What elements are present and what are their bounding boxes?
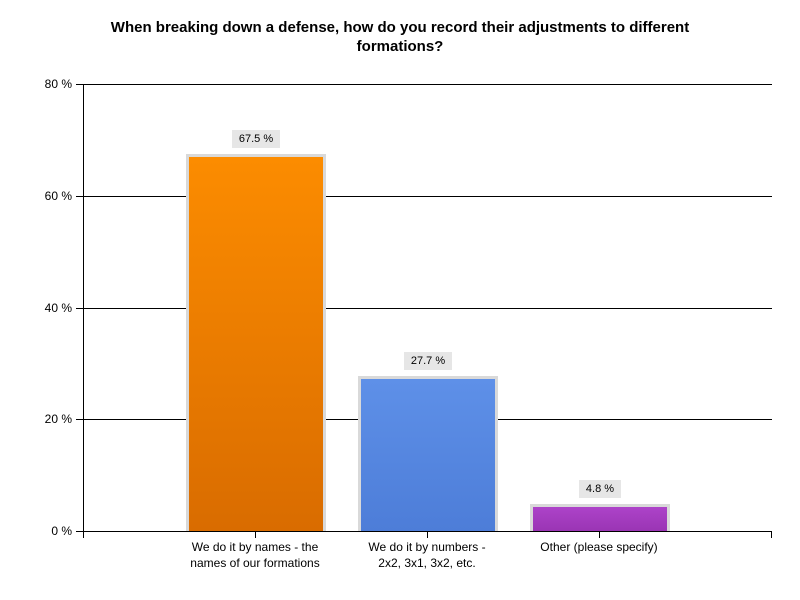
gridline-40	[84, 308, 772, 309]
category-label-line: names of our formations	[190, 556, 320, 570]
x-tick-cat1	[255, 532, 256, 538]
bar-group-other: 4.8 %	[530, 480, 670, 531]
y-axis-label-40: 40 %	[44, 301, 72, 315]
category-label-other: Other (please specify)	[499, 539, 699, 555]
y-tick-80	[76, 84, 83, 85]
category-label-names: We do it by names - the names of our for…	[155, 539, 355, 571]
x-tick-end	[771, 532, 772, 538]
y-tick-20	[76, 419, 83, 420]
y-axis-label-80: 80 %	[44, 77, 72, 91]
plot-area: 67.5 % 27.7 % 4.8 %	[83, 84, 772, 532]
bar-value-label: 67.5 %	[231, 130, 281, 148]
x-tick-origin	[83, 532, 84, 538]
category-label-line: Other (please specify)	[540, 540, 658, 554]
y-tick-0	[76, 531, 83, 532]
y-tick-40	[76, 308, 83, 309]
bar-numbers[interactable]	[358, 376, 498, 531]
x-tick-cat3	[599, 532, 600, 538]
bar-names[interactable]	[186, 154, 326, 531]
x-tick-cat2	[427, 532, 428, 538]
category-label-line: We do it by names - the	[191, 540, 319, 554]
category-label-numbers: We do it by numbers - 2x2, 3x1, 3x2, etc…	[327, 539, 527, 571]
chart-title: When breaking down a defense, how do you…	[110, 19, 690, 55]
gridline-60	[84, 196, 772, 197]
category-label-line: We do it by numbers -	[368, 540, 486, 554]
gridline-80	[84, 84, 772, 85]
y-axis-label-20: 20 %	[44, 412, 72, 426]
y-tick-60	[76, 196, 83, 197]
bar-group-numbers: 27.7 %	[358, 352, 498, 531]
category-label-line: 2x2, 3x1, 3x2, etc.	[378, 556, 476, 570]
bar-other[interactable]	[530, 504, 670, 531]
bar-value-label: 4.8 %	[578, 480, 622, 498]
bar-value-label: 27.7 %	[403, 352, 453, 370]
bar-group-names: 67.5 %	[186, 130, 326, 531]
y-axis-label-60: 60 %	[44, 189, 72, 203]
y-axis-label-0: 0 %	[51, 524, 72, 538]
